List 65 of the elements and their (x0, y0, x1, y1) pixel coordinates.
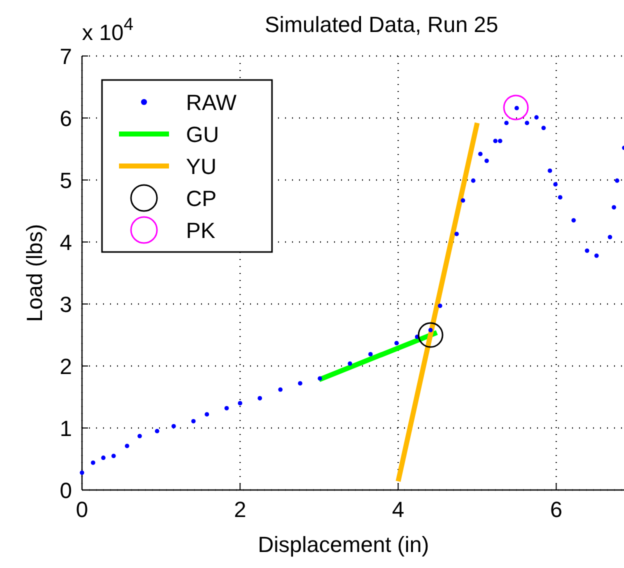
point (454, 232, 459, 236)
y-tick-label: 2 (60, 354, 72, 379)
point (541, 126, 546, 130)
point (612, 205, 616, 210)
point (278, 387, 283, 392)
point (514, 106, 519, 110)
point (460, 198, 466, 203)
legend-label: PK (186, 218, 216, 243)
y-tick-label: 3 (60, 292, 72, 317)
y-axis-title: Load (lbs) (22, 224, 47, 322)
x-axis-title: Displacement (in) (258, 532, 430, 557)
point (90, 460, 96, 465)
y-tick-label: 4 (60, 230, 72, 255)
point (394, 340, 399, 346)
point (438, 304, 442, 308)
point (584, 248, 590, 253)
point (504, 120, 509, 126)
legend-label: YU (186, 154, 217, 179)
point (418, 322, 444, 348)
point (614, 178, 620, 183)
point (534, 115, 539, 120)
x-tick-label: 6 (550, 497, 562, 522)
point (484, 158, 489, 163)
point (258, 396, 262, 400)
point (80, 470, 84, 475)
point (503, 94, 529, 120)
point (571, 218, 576, 222)
text: x 10$^{4}$ (82, 14, 134, 45)
y-tick-label: 6 (60, 106, 72, 131)
y-tick-label: 1 (60, 416, 72, 441)
point (204, 412, 210, 417)
point (171, 424, 176, 428)
point (348, 361, 352, 366)
point (428, 328, 433, 332)
legend-label: GU (186, 122, 219, 147)
point (594, 253, 599, 258)
point (524, 120, 530, 126)
point (318, 376, 322, 381)
point (298, 381, 302, 386)
chart-title: Simulated Data, Run 25 (264, 12, 498, 37)
point (124, 444, 130, 448)
legend-label: CP (186, 186, 217, 211)
point (191, 418, 196, 424)
point (493, 138, 498, 144)
point (101, 456, 106, 460)
point (154, 428, 160, 434)
point (558, 195, 562, 200)
point (224, 406, 229, 410)
point (368, 352, 373, 356)
x-tick-label: 2 (234, 497, 246, 522)
point (238, 401, 242, 406)
point (553, 182, 558, 187)
point (608, 234, 612, 240)
y-tick-label: 7 (60, 44, 72, 69)
x-tick-label: 0 (76, 497, 88, 522)
point (471, 178, 476, 183)
point (478, 152, 483, 156)
y-tick-label: 5 (60, 168, 72, 193)
y-tick-label: 0 (60, 478, 72, 503)
point (548, 168, 552, 173)
legend-label: RAW (186, 90, 237, 115)
point (498, 138, 502, 144)
x-tick-label: 4 (392, 497, 404, 522)
point (111, 454, 116, 458)
point (138, 434, 142, 438)
